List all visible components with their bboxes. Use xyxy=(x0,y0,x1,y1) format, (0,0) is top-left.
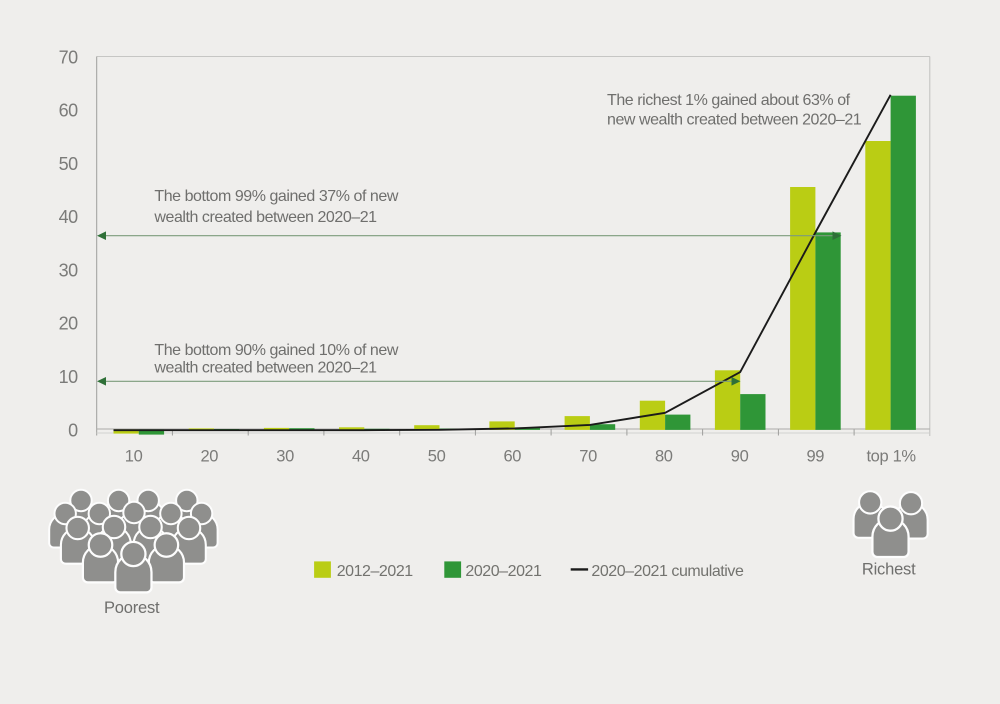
svg-text:2020–2021 cumulative: 2020–2021 cumulative xyxy=(591,563,744,580)
svg-text:40: 40 xyxy=(352,448,370,466)
svg-text:99: 99 xyxy=(806,448,824,466)
svg-text:wealth created between 2020–21: wealth created between 2020–21 xyxy=(153,360,377,377)
svg-text:The bottom 99% gained 37% of n: The bottom 99% gained 37% of new xyxy=(154,188,398,205)
svg-text:top 1%: top 1% xyxy=(866,448,916,466)
svg-text:2012–2021: 2012–2021 xyxy=(337,563,414,580)
svg-text:10: 10 xyxy=(59,367,78,387)
svg-text:new wealth created between 202: new wealth created between 2020–21 xyxy=(607,112,862,129)
svg-text:60: 60 xyxy=(503,448,521,466)
svg-text:80: 80 xyxy=(655,448,673,466)
svg-text:30: 30 xyxy=(59,260,78,280)
svg-text:20: 20 xyxy=(59,314,78,334)
svg-text:wealth created between 2020–21: wealth created between 2020–21 xyxy=(153,209,377,226)
svg-text:90: 90 xyxy=(731,448,749,466)
svg-text:The bottom 90% gained 10% of n: The bottom 90% gained 10% of new xyxy=(154,342,398,359)
svg-text:70: 70 xyxy=(59,47,78,67)
svg-text:40: 40 xyxy=(59,207,78,227)
svg-text:30: 30 xyxy=(276,448,294,466)
svg-text:60: 60 xyxy=(59,101,78,121)
svg-text:50: 50 xyxy=(428,448,446,466)
svg-text:Richest: Richest xyxy=(862,561,916,579)
svg-text:70: 70 xyxy=(579,448,597,466)
svg-text:Poorest: Poorest xyxy=(104,599,160,617)
svg-text:2020–2021: 2020–2021 xyxy=(465,563,542,580)
svg-text:10: 10 xyxy=(125,448,143,466)
svg-text:0: 0 xyxy=(68,420,78,440)
svg-text:The richest 1% gained about 63: The richest 1% gained about 63% of xyxy=(607,92,851,109)
svg-text:20: 20 xyxy=(200,448,218,466)
svg-text:50: 50 xyxy=(59,154,78,174)
